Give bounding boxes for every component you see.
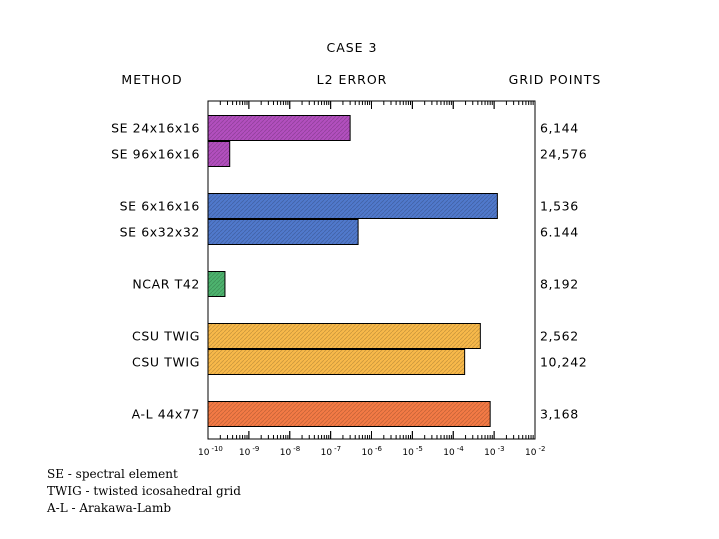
bar-texture bbox=[208, 401, 491, 427]
grid-points-label: 1,536 bbox=[540, 199, 579, 214]
legend-note-se: SE - spectral element bbox=[47, 467, 178, 481]
error-column-header: L2 ERROR bbox=[317, 72, 388, 87]
bar-texture bbox=[208, 349, 465, 375]
method-label: CSU TWIG bbox=[132, 355, 200, 370]
grid-points-label: 3,168 bbox=[540, 407, 579, 422]
legend-note-twig: TWIG - twisted icosahedral grid bbox=[47, 484, 241, 498]
x-tick-label: 10 -9 bbox=[239, 445, 259, 458]
x-tick-label: 10 -7 bbox=[321, 445, 341, 458]
grid-points-label: 2,562 bbox=[540, 329, 579, 344]
grid-points-label: 6.144 bbox=[540, 225, 579, 240]
grid-points-label: 8,192 bbox=[540, 277, 579, 292]
labels-layer: SE 24x16x16 6,144 SE 96x16x16 24,576 SE 6x16… bbox=[111, 121, 587, 422]
method-label: A-L 44x77 bbox=[132, 407, 200, 422]
bar-texture bbox=[208, 141, 230, 167]
method-label: SE 6x16x16 bbox=[120, 199, 200, 214]
grid-column-header: GRID POINTS bbox=[509, 72, 602, 87]
method-label: NCAR T42 bbox=[132, 277, 200, 292]
bar-texture bbox=[208, 219, 359, 245]
x-tick-label: 10 -10 bbox=[198, 445, 223, 458]
x-tick-label: 10 -5 bbox=[402, 445, 422, 458]
grid-points-label: 6,144 bbox=[540, 121, 579, 136]
plot-frame bbox=[207, 100, 536, 440]
grid-points-label: 24,576 bbox=[540, 147, 587, 162]
bar-texture bbox=[208, 271, 225, 297]
x-tick-label: 10 -2 bbox=[525, 445, 545, 458]
x-tick-label: 10 -3 bbox=[484, 445, 504, 458]
bars-layer bbox=[207, 115, 498, 427]
method-label: SE 24x16x16 bbox=[111, 121, 200, 136]
x-tick-label: 10 -6 bbox=[362, 445, 383, 458]
method-label: SE 6x32x32 bbox=[120, 225, 200, 240]
legend-note-al: A-L - Arakawa-Lamb bbox=[46, 501, 171, 515]
method-column-header: METHOD bbox=[121, 72, 182, 87]
x-tick-label: 10 -8 bbox=[280, 445, 300, 458]
grid-points-label: 10,242 bbox=[540, 355, 587, 370]
chart-title: CASE 3 bbox=[326, 40, 377, 55]
ticks-layer: 10 -10 10 -9 10 -8 10 -7 10 -6 10 -5 10 -4 10 -3 10 -2 bbox=[198, 101, 545, 458]
bar-texture bbox=[208, 115, 351, 141]
bar-texture bbox=[208, 323, 481, 349]
x-tick-label: 10 -4 bbox=[443, 445, 464, 458]
method-label: SE 96x16x16 bbox=[111, 147, 200, 162]
bar-texture bbox=[208, 193, 498, 219]
method-label: CSU TWIG bbox=[132, 329, 200, 344]
